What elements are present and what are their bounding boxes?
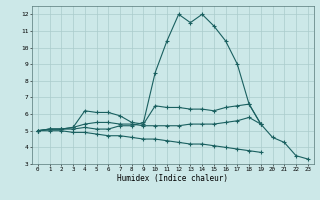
X-axis label: Humidex (Indice chaleur): Humidex (Indice chaleur) <box>117 174 228 183</box>
